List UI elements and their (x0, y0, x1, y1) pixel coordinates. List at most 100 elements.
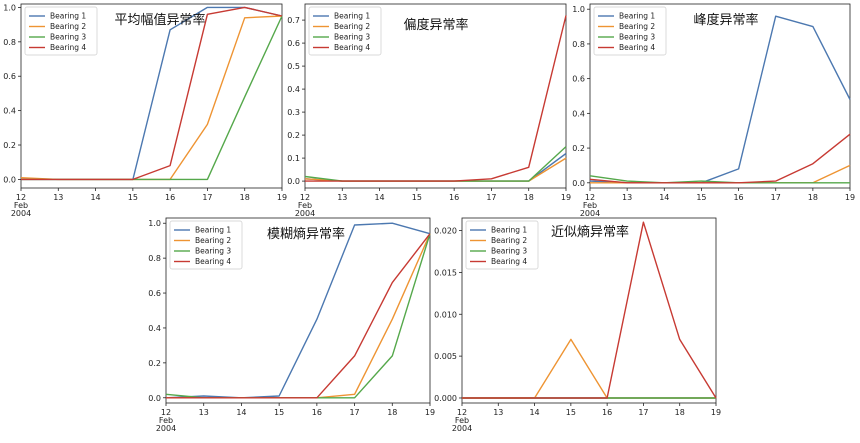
legend-label: Bearing 2 (195, 236, 231, 245)
x-tick-label: 18 (808, 193, 818, 202)
legend-label: Bearing 2 (491, 236, 527, 245)
y-tick-label: 0.0 (148, 394, 161, 403)
x-tick-label: 14 (236, 408, 246, 417)
legend-label: Bearing 1 (619, 12, 655, 21)
chart-title: 峰度异常率 (693, 12, 758, 28)
legend-box (169, 220, 243, 270)
y-tick-label: 0.6 (3, 72, 16, 81)
x-tick-label: 19 (711, 408, 721, 417)
y-tick-label: 0.7 (287, 16, 300, 25)
y-tick-label: 0.0 (287, 177, 300, 186)
y-tick-label: 0.0 (3, 175, 16, 184)
x-tick-label: 17 (349, 408, 359, 417)
x-tick-label: 12 Feb 2004 (295, 193, 315, 218)
x-tick-label: 18 (240, 193, 250, 202)
legend-label: Bearing 3 (491, 247, 527, 256)
x-tick-label: 13 (53, 193, 63, 202)
series-line-bearing-4 (21, 6, 283, 181)
x-tick-label: 15 (566, 408, 576, 417)
x-tick-label: 18 (387, 408, 397, 417)
legend-label: Bearing 3 (619, 33, 655, 42)
plot-frame (165, 217, 431, 404)
chart-panel-1: 0.0 0.2 0.4 0.6 0.8 1.0 12 Feb 2004 13 14 15 16 17 18 1… (3, 3, 287, 218)
x-tick-label: 19 (845, 193, 855, 202)
chart-panel-3: 0.0 0.2 0.4 0.6 0.8 1.0 12 Feb 2004 13 14 15 16 17 18 1… (572, 3, 855, 218)
y-tick-label: 0.5 (287, 62, 300, 71)
legend-label: Bearing 2 (619, 22, 655, 31)
y-tick-label: 0.4 (287, 85, 300, 94)
y-tick-label: 1.0 (148, 219, 161, 228)
y-tick-label: 0.2 (148, 359, 161, 368)
series-line-bearing-2 (304, 157, 567, 182)
y-tick-label: 0.8 (148, 254, 161, 263)
x-tick-label: 13 (493, 408, 503, 417)
x-tick-label: 13 (622, 193, 632, 202)
x-tick-label: 16 (733, 193, 743, 202)
legend-label: Bearing 1 (491, 226, 527, 235)
x-tick-label: 15 (274, 408, 284, 417)
legend-label: Bearing 4 (334, 43, 370, 52)
x-tick-label: 16 (449, 193, 459, 202)
x-tick-label: 14 (374, 193, 384, 202)
legend-box (593, 6, 667, 56)
y-tick-label: 0.015 (434, 268, 457, 277)
legend-box (24, 6, 98, 56)
y-tick-label: 0.1 (287, 154, 300, 163)
chart-title: 偏度异常率 (403, 17, 468, 33)
x-tick-label: 12 Feb 2004 (452, 408, 472, 433)
legend-label: Bearing 4 (619, 43, 655, 52)
y-tick-label: 0.2 (3, 141, 16, 150)
series-line-bearing-3 (304, 146, 567, 182)
x-tick-label: 17 (771, 193, 781, 202)
legend-label: Bearing 1 (50, 12, 86, 21)
legend-box (308, 6, 382, 56)
legend-label: Bearing 4 (491, 257, 527, 266)
chart-panel-2: 0.0 0.1 0.2 0.3 0.4 0.5 0.6 0.7 12 Feb 2004 13 14 15 1… (287, 3, 571, 218)
series-line-bearing-2 (462, 338, 716, 399)
x-tick-label: 17 (638, 408, 648, 417)
x-tick-label: 18 (675, 408, 685, 417)
legend-label: Bearing 2 (334, 22, 370, 31)
y-tick-label: 1.0 (572, 5, 585, 14)
series-line-bearing-4 (305, 15, 567, 182)
y-tick-label: 0.6 (287, 39, 300, 48)
legend-label: Bearing 1 (195, 226, 231, 235)
plot-frame (461, 217, 717, 404)
series-line-bearing-4 (462, 221, 717, 399)
legend-label: Bearing 3 (334, 33, 370, 42)
x-tick-label: 16 (165, 193, 175, 202)
series-line-bearing-1 (165, 222, 431, 399)
series-line-bearing-4 (589, 133, 851, 184)
legend-box (465, 220, 539, 270)
x-tick-label: 17 (202, 193, 212, 202)
x-tick-label: 17 (486, 193, 496, 202)
y-tick-label: 0.4 (3, 107, 16, 116)
y-tick-label: 0.6 (148, 289, 161, 298)
x-tick-label: 14 (90, 193, 100, 202)
series-line-bearing-2 (590, 164, 851, 184)
x-tick-label: 19 (425, 408, 435, 417)
y-tick-label: 0.020 (434, 227, 457, 236)
y-tick-label: 0.000 (434, 394, 457, 403)
y-tick-label: 0.3 (287, 108, 300, 117)
plot-frame (304, 3, 567, 189)
y-tick-label: 0.4 (148, 324, 161, 333)
chart-title: 近似熵异常率 (551, 224, 629, 240)
y-tick-label: 0.005 (434, 352, 457, 361)
legend-label: Bearing 3 (50, 33, 86, 42)
x-tick-label: 14 (659, 193, 669, 202)
x-tick-label: 19 (277, 193, 287, 202)
chart-title: 平均幅值异常率 (114, 12, 205, 28)
chart-title: 模糊熵异常率 (267, 226, 345, 242)
y-tick-label: 0.8 (3, 38, 16, 47)
x-tick-label: 12 Feb 2004 (156, 408, 176, 433)
x-tick-label: 18 (524, 193, 534, 202)
series-line-bearing-4 (166, 233, 431, 399)
x-tick-label: 16 (602, 408, 612, 417)
y-tick-label: 0.0 (572, 179, 585, 188)
y-tick-label: 0.2 (287, 131, 300, 140)
